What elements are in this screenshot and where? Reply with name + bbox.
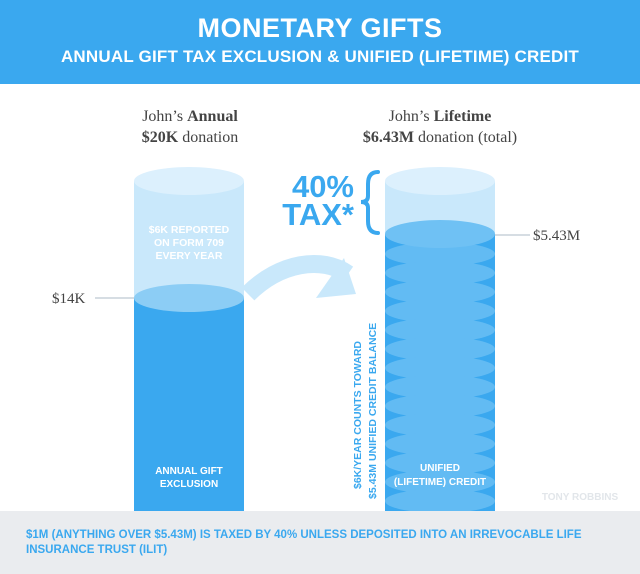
header-banner: MONETARY GIFTS ANNUAL GIFT TAX EXCLUSION…	[0, 0, 640, 84]
stack-disc	[385, 356, 495, 380]
stack-disc	[385, 299, 495, 323]
stack-disc	[385, 280, 495, 304]
reported-line3: EVERY YEAR	[156, 250, 223, 262]
stack-disc	[385, 489, 495, 511]
right-base-line2: (LIFETIME) CREDIT	[394, 477, 486, 488]
right-caption-line2: $6.43M donation (total)	[363, 129, 517, 146]
transfer-arrow-head	[316, 258, 356, 298]
page-subtitle: ANNUAL GIFT TAX EXCLUSION & UNIFIED (LIF…	[60, 47, 580, 66]
page-title: MONETARY GIFTS	[197, 13, 443, 43]
stack-disc	[385, 394, 495, 418]
stack-disc	[385, 337, 495, 361]
right-cylinder-level	[385, 220, 495, 248]
left-caption-line2: $20K donation	[142, 129, 238, 146]
stack-disc	[385, 470, 495, 494]
watermark: TONY ROBBINS	[542, 492, 619, 503]
stack-disc	[385, 261, 495, 285]
left-cylinder-upper	[134, 181, 244, 298]
tax-rate: 40%	[292, 169, 354, 204]
reported-line1: $6K REPORTED	[149, 224, 230, 236]
stack-disc	[385, 451, 495, 475]
tax-label: TAX*	[282, 197, 355, 232]
tax-brace	[360, 170, 380, 235]
unified-credit-stack	[385, 242, 495, 511]
right-cylinder-top	[385, 167, 495, 195]
stack-disc	[385, 375, 495, 399]
vertical-note-line1: $6K/YEAR COUNTS TOWARD	[352, 341, 364, 489]
gift-tax-diagram: John’s Annual $20K donation John’s Lifet…	[52, 108, 619, 511]
right-cylinder	[385, 167, 495, 511]
right-caption-line1: John’s Lifetime	[389, 108, 492, 125]
footer-note-bar: $1M (ANYTHING OVER $5.43M) IS TAXED BY 4…	[0, 511, 640, 574]
vertical-note-line2: $5.43M UNIFIED CREDIT BALANCE	[367, 323, 379, 499]
stack-disc	[385, 318, 495, 342]
left-base-line1: ANNUAL GIFT	[155, 466, 223, 477]
stack-disc	[385, 413, 495, 437]
left-cylinder-level	[134, 284, 244, 312]
left-base-line2: EXCLUSION	[160, 479, 218, 490]
left-cylinder-lower	[134, 298, 244, 511]
reported-line2: ON FORM 709	[154, 237, 224, 249]
stack-disc	[385, 242, 495, 266]
right-base-line1: UNIFIED	[420, 463, 460, 474]
stack-disc	[385, 432, 495, 456]
left-marker-label: $14K	[52, 291, 86, 307]
left-caption-line1: John’s Annual	[142, 108, 238, 125]
footer-note: $1M (ANYTHING OVER $5.43M) IS TAXED BY 4…	[26, 529, 582, 556]
left-cylinder	[134, 167, 244, 511]
right-marker-label: $5.43M	[533, 228, 580, 244]
left-cylinder-top	[134, 167, 244, 195]
